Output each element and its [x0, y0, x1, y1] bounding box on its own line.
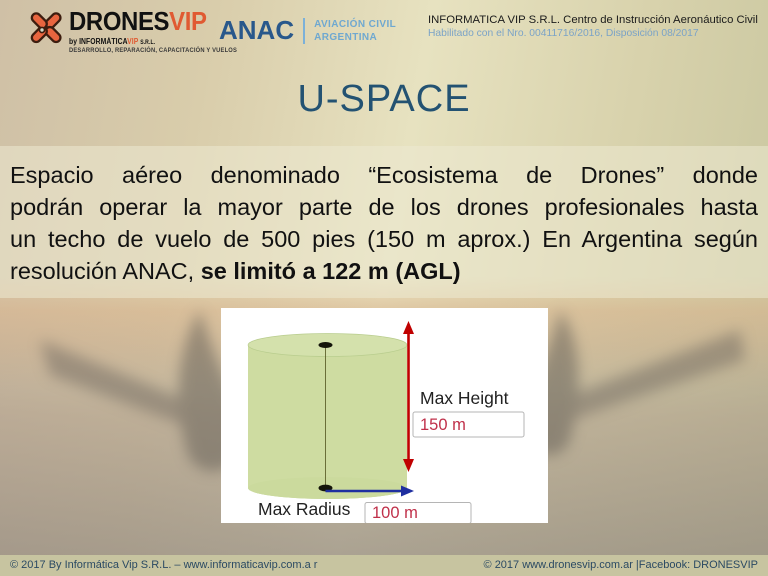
svg-text:Max Radius: Max Radius	[258, 499, 351, 519]
svg-text:150 m: 150 m	[420, 416, 466, 434]
svg-text:100 m: 100 m	[372, 504, 418, 522]
svg-text:Max Height: Max Height	[420, 388, 509, 408]
